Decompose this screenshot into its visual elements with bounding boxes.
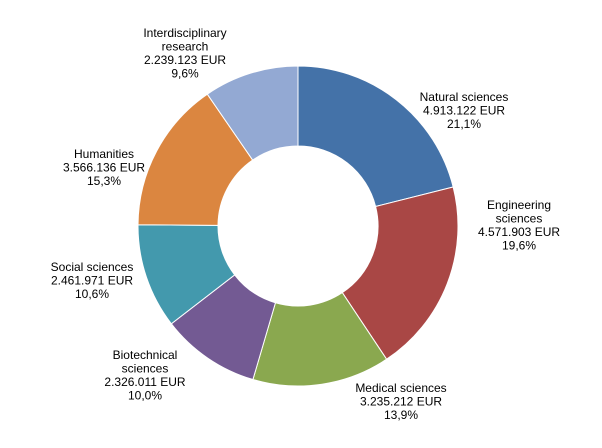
label-interdisciplinary-research-label-line: Interdisciplinary	[143, 26, 226, 40]
label-interdisciplinary-research-amount: 2.239.123 EUR	[144, 53, 226, 67]
label-natural-sciences-percent: 21,1%	[447, 117, 481, 131]
label-biotechnical-sciences-percent: 10,0%	[128, 389, 162, 403]
label-engineering-sciences-label-line: Engineering	[487, 198, 551, 212]
label-engineering-sciences-amount: 4.571.903 EUR	[478, 225, 560, 239]
label-social-sciences-label-line: Social sciences	[51, 260, 134, 274]
label-social-sciences-percent: 10,6%	[75, 287, 109, 301]
label-humanities-percent: 15,3%	[87, 174, 121, 188]
label-interdisciplinary-research-label-line: research	[162, 40, 209, 54]
label-biotechnical-sciences-amount: 2.326.011 EUR	[104, 375, 185, 389]
label-medical-sciences-label-line: Medical sciences	[355, 381, 446, 395]
label-interdisciplinary-research-percent: 9,6%	[171, 67, 199, 81]
label-biotechnical-sciences-label-line: sciences	[122, 362, 169, 376]
label-humanities-label-line: Humanities	[74, 147, 134, 161]
slices-layer	[137, 65, 459, 387]
label-natural-sciences-label-line: Natural sciences	[420, 90, 509, 104]
labels-layer: Natural sciences 4.913.122 EUR 21,1% Engine…	[51, 26, 561, 422]
slice-engineering-sciences	[341, 186, 459, 360]
label-biotechnical-sciences: Biotechnical sciences 2.326.011 EUR 10,0%	[104, 348, 185, 403]
label-natural-sciences-amount: 4.913.122 EUR	[423, 104, 505, 118]
slice-interdisciplinary-research	[206, 65, 299, 161]
label-humanities: Humanities 3.566.136 EUR 15,3%	[63, 147, 145, 188]
slice-natural-sciences	[297, 65, 454, 208]
label-medical-sciences-amount: 3.235.212 EUR	[360, 395, 442, 409]
label-social-sciences-amount: 2.461.971 EUR	[51, 274, 133, 288]
label-medical-sciences: Medical sciences 3.235.212 EUR 13,9%	[355, 381, 446, 422]
label-interdisciplinary-research: Interdisciplinary research 2.239.123 EUR 9,…	[143, 26, 226, 81]
label-natural-sciences: Natural sciences 4.913.122 EUR 21,1%	[420, 90, 509, 131]
label-social-sciences: Social sciences 2.461.971 EUR 10,6%	[51, 260, 134, 301]
label-engineering-sciences: Engineering sciences 4.571.903 EUR 19,6%	[478, 198, 560, 253]
label-engineering-sciences-percent: 19,6%	[502, 239, 536, 253]
label-medical-sciences-percent: 13,9%	[384, 408, 418, 422]
label-biotechnical-sciences-label-line: Biotechnical	[113, 348, 178, 362]
label-engineering-sciences-label-line: sciences	[496, 212, 543, 226]
label-humanities-amount: 3.566.136 EUR	[63, 161, 145, 175]
